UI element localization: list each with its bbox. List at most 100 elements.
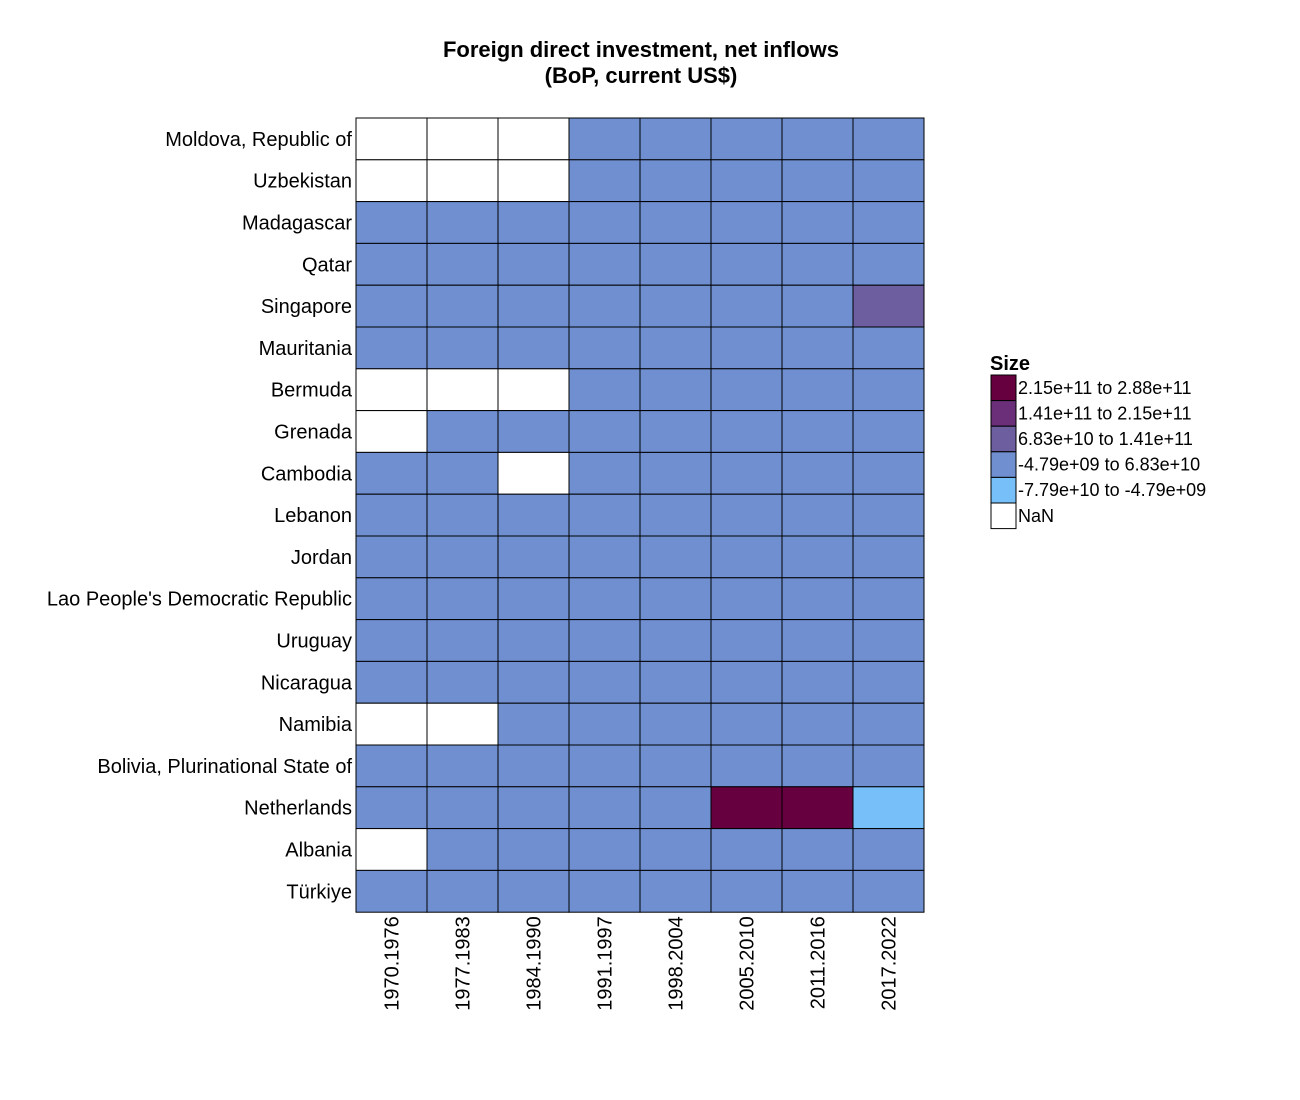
heatmap-cell: [426, 201, 499, 244]
heatmap-cell: [710, 117, 783, 161]
heatmap-cell: [497, 451, 570, 495]
heatmap-cell: [781, 242, 854, 286]
heatmap-cell: [639, 410, 712, 453]
heatmap-cell: [781, 284, 854, 328]
heatmap-cell: [781, 410, 854, 453]
heatmap-cell: [568, 117, 641, 161]
heatmap-cell: [426, 159, 499, 203]
heatmap-cell: [852, 159, 925, 203]
heatmap-cell: [355, 368, 428, 412]
legend: Size 2.15e+11 to 2.88e+11 1.41e+11 to 2.1…: [990, 353, 1206, 530]
heatmap-cell: [781, 201, 854, 244]
column-label: 1984.1990: [524, 916, 546, 1011]
heatmap-cell: [497, 660, 570, 704]
heatmap-cell: [781, 451, 854, 495]
row-labels: Moldova, Republic of Uzbekistan Madagascar…: [47, 129, 353, 903]
heatmap-cell: [639, 493, 712, 537]
heatmap-cell: [710, 660, 783, 704]
heatmap-cell: [355, 284, 428, 328]
heatmap-cell: [639, 117, 712, 161]
heatmap-cell: [852, 201, 925, 244]
heatmap-cell: [497, 869, 570, 913]
heatmap-cell: [852, 786, 925, 830]
legend-title: Size: [990, 353, 1030, 375]
heatmap-cell: [710, 368, 783, 412]
heatmap-cell: [568, 577, 641, 621]
heatmap-cell: [852, 493, 925, 537]
heatmap-cell: [426, 702, 499, 746]
heatmap-cell: [497, 786, 570, 830]
heatmap-cell: [852, 744, 925, 788]
heatmap-cell: [355, 786, 428, 830]
heatmap-cell: [639, 242, 712, 286]
heatmap-cell: [639, 828, 712, 871]
row-label: Namibia: [279, 714, 353, 736]
row-label: Bolivia, Plurinational State of: [97, 756, 352, 778]
chart-subtitle: (BoP, current US$): [545, 63, 738, 88]
row-label: Bermuda: [271, 380, 353, 402]
heatmap-cell: [568, 284, 641, 328]
heatmap-cell: [710, 828, 783, 871]
heatmap-cell: [852, 535, 925, 579]
heatmap-cell: [568, 786, 641, 830]
row-label: Grenada: [274, 422, 353, 444]
heatmap-cell: [710, 284, 783, 328]
heatmap-cell: [568, 451, 641, 495]
heatmap-cell: [568, 744, 641, 788]
heatmap-cell: [568, 493, 641, 537]
legend-label: 1.41e+11 to 2.15e+11: [1018, 403, 1192, 423]
heatmap-cell: [852, 577, 925, 621]
heatmap-cell: [852, 117, 925, 161]
heatmap-cell: [852, 326, 925, 370]
heatmap-cell: [426, 242, 499, 286]
heatmap-cell: [355, 159, 428, 203]
heatmap-cell: [781, 493, 854, 537]
heatmap-cell: [852, 869, 925, 913]
heatmap-cell: [497, 493, 570, 537]
heatmap-cell: [639, 619, 712, 662]
heatmap-cell: [710, 159, 783, 203]
heatmap-cell: [710, 326, 783, 370]
row-label: Madagascar: [242, 213, 352, 235]
heatmap-cells: [355, 117, 925, 913]
heatmap-cell: [852, 284, 925, 328]
heatmap-cell: [426, 117, 499, 161]
column-labels: 1970.1976 1977.1983 1984.1990 1991.1997 1998…: [382, 916, 901, 1011]
heatmap-cell: [639, 744, 712, 788]
heatmap-cell: [355, 702, 428, 746]
legend-swatch: [990, 374, 1017, 402]
heatmap-cell: [355, 201, 428, 244]
heatmap-cell: [426, 410, 499, 453]
heatmap-cell: [781, 744, 854, 788]
heatmap-cell: [852, 660, 925, 704]
heatmap-cell: [426, 368, 499, 412]
heatmap-cell: [852, 451, 925, 495]
heatmap-cell: [355, 619, 428, 662]
heatmap-cell: [355, 493, 428, 537]
row-label: Netherlands: [244, 798, 352, 820]
heatmap-cell: [639, 869, 712, 913]
heatmap-cell: [497, 368, 570, 412]
heatmap-cell: [497, 410, 570, 453]
heatmap-cell: [355, 242, 428, 286]
row-label: Uzbekistan: [253, 171, 352, 193]
heatmap-cell: [497, 201, 570, 244]
heatmap-cell: [781, 660, 854, 704]
row-label: Mauritania: [259, 338, 353, 360]
legend-swatch: [990, 425, 1017, 453]
legend-swatch: [990, 502, 1017, 530]
heatmap-cell: [710, 744, 783, 788]
heatmap-cell: [781, 786, 854, 830]
legend-label: -7.79e+10 to -4.79e+09: [1018, 480, 1206, 500]
row-label: Cambodia: [261, 463, 353, 485]
heatmap-cell: [639, 159, 712, 203]
heatmap-cell: [852, 702, 925, 746]
heatmap-cell: [781, 828, 854, 871]
chart-title: Foreign direct investment, net inflows: [443, 37, 839, 62]
heatmap-cell: [355, 326, 428, 370]
column-label: 2005.2010: [737, 916, 759, 1011]
heatmap-cell: [426, 535, 499, 579]
heatmap-cell: [852, 368, 925, 412]
heatmap-cell: [781, 326, 854, 370]
